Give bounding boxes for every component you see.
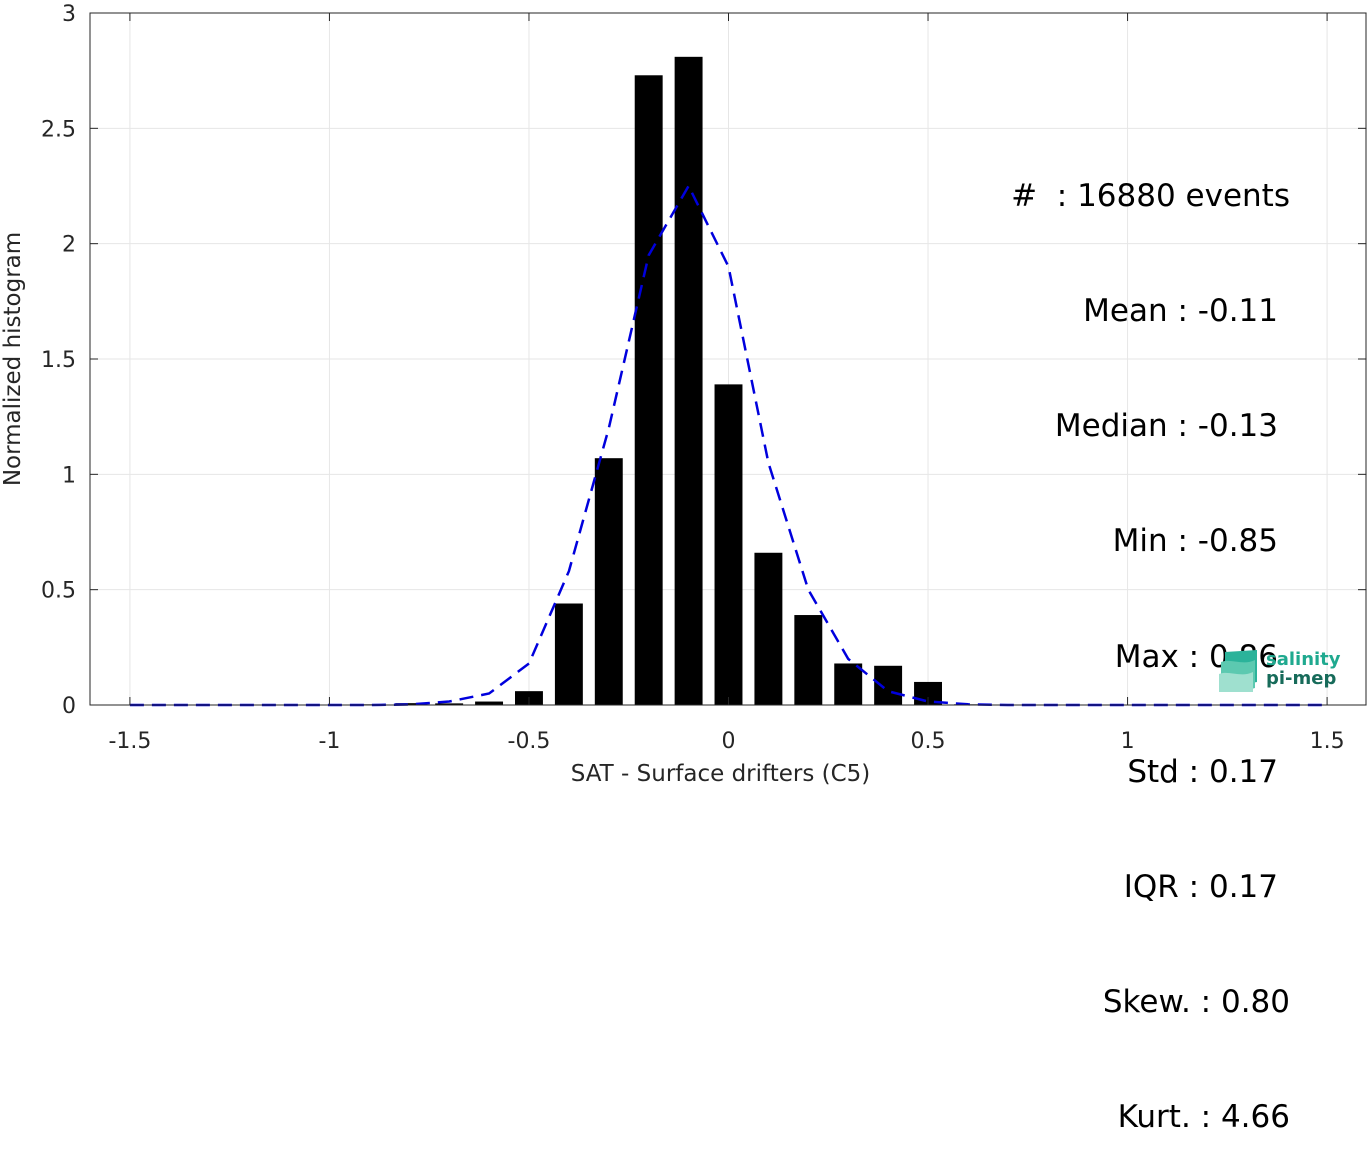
ticks bbox=[90, 12, 1366, 706]
bar-1 bbox=[395, 703, 424, 705]
bar-5 bbox=[554, 603, 583, 705]
bar-8 bbox=[674, 56, 703, 706]
bar-10 bbox=[754, 552, 783, 705]
x-tick-label-5: 1 bbox=[1121, 729, 1135, 754]
bar-3 bbox=[475, 701, 504, 705]
x-axis-label: SAT - Surface drifters (C5) bbox=[571, 761, 871, 785]
stats-annotation: # : 16880 events Mean : -0.11 Median : -… bbox=[1011, 100, 1290, 1175]
stat-kurt: Kurt. : 4.66 bbox=[1117, 1099, 1290, 1136]
y-tick-label-3: 1.5 bbox=[41, 348, 76, 373]
bar-7 bbox=[634, 75, 663, 705]
x-tick-label-1: -1 bbox=[318, 729, 340, 754]
stat-min: Min : -0.85 bbox=[1112, 523, 1278, 560]
y-tick-label-2: 1 bbox=[62, 463, 76, 488]
bar-11 bbox=[794, 615, 823, 705]
stat-median: Median : -0.13 bbox=[1054, 408, 1278, 445]
y-tick-label-4: 2 bbox=[62, 233, 76, 258]
histogram-chart: -1.5 -1 -0.5 0 0.5 1 1.5 0 0.5 1 1.5 2 2.5 3 SAT - Su… bbox=[0, 2, 1367, 785]
stat-count: # : 16880 events bbox=[1011, 177, 1290, 214]
bar-2 bbox=[435, 703, 464, 705]
y-tick-label-5: 2.5 bbox=[41, 117, 76, 142]
stat-mean: Mean : -0.11 bbox=[1083, 293, 1278, 330]
wave-logo-icon bbox=[1219, 650, 1257, 692]
x-tick-label-3: 0 bbox=[722, 729, 736, 754]
bars bbox=[355, 56, 982, 706]
y-axis-label: Normalized histogram bbox=[0, 232, 26, 486]
bar-13 bbox=[874, 665, 903, 705]
stat-std: Std : 0.17 bbox=[1127, 753, 1278, 790]
x-tick-label-0: -1.5 bbox=[108, 729, 151, 754]
x-tick-label-6: 1.5 bbox=[1310, 729, 1345, 754]
x-tick-label-2: -0.5 bbox=[508, 729, 551, 754]
logo-line-salinity: salinity bbox=[1266, 649, 1341, 670]
bar-9 bbox=[714, 384, 743, 705]
bar-6 bbox=[594, 458, 623, 705]
y-tick-label-0: 0 bbox=[62, 694, 76, 719]
bar-12 bbox=[834, 663, 863, 705]
stat-iqr: IQR : 0.17 bbox=[1123, 869, 1278, 906]
tick-labels: -1.5 -1 -0.5 0 0.5 1 1.5 0 0.5 1 1.5 2 2.5 3 bbox=[41, 2, 1345, 754]
x-tick-label-4: 0.5 bbox=[911, 729, 946, 754]
y-tick-label-1: 0.5 bbox=[41, 579, 76, 604]
salinity-pi-mep-logo: salinity pi-mep bbox=[1217, 648, 1347, 694]
y-tick-label-6: 3 bbox=[62, 2, 76, 27]
stat-skew: Skew. : 0.80 bbox=[1102, 984, 1290, 1021]
logo-line-pimep: pi-mep bbox=[1266, 668, 1337, 689]
